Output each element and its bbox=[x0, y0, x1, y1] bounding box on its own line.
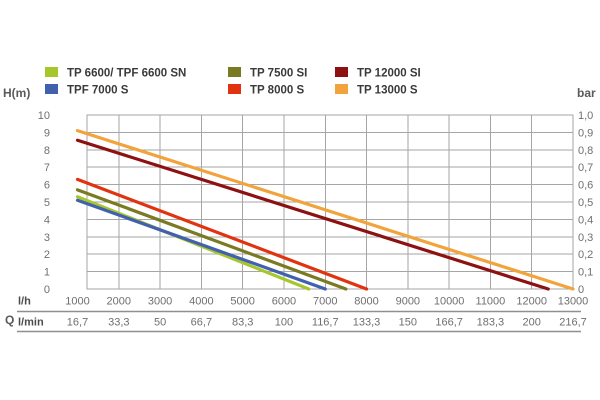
legend-item: TP 6600/ TPF 6600 SN bbox=[45, 67, 186, 80]
flow-lmin-value: 83,3 bbox=[232, 317, 253, 329]
flow-lh-value: 10000 bbox=[434, 296, 465, 308]
series-line-tp-13000-s bbox=[75, 129, 575, 291]
legend-item: TP 7500 SI bbox=[228, 67, 307, 80]
left-axis-tick: 10 bbox=[38, 110, 50, 122]
left-axis-tick: 7 bbox=[44, 162, 50, 174]
flow-lh-value: 5000 bbox=[230, 296, 254, 308]
legend-label: TP 6600/ TPF 6600 SN bbox=[67, 68, 186, 80]
flow-lmin-value: 66,7 bbox=[191, 317, 212, 329]
flow-lh-value: 2000 bbox=[107, 296, 131, 308]
legend-item: TP 12000 SI bbox=[335, 67, 421, 80]
flow-lh-value: 11000 bbox=[476, 296, 506, 308]
left-axis-unit-label: H(m) bbox=[3, 86, 30, 100]
flow-lh-row: 1000 2000 3000 4000 5000 6000 7000 8000 9000 1000… bbox=[65, 296, 588, 308]
right-axis-tick: 0,2 bbox=[578, 249, 593, 261]
flow-lh-value: 8000 bbox=[354, 296, 378, 308]
flow-axis-label: Q bbox=[5, 313, 14, 327]
legend-label: TP 8000 S bbox=[250, 85, 304, 97]
flow-lh-value: 12000 bbox=[516, 296, 547, 308]
right-axis-unit-label: bar bbox=[577, 86, 596, 100]
legend-swatch bbox=[335, 67, 348, 77]
series-line-tp-12000-si bbox=[75, 138, 550, 291]
legend-item: TPF 7000 S bbox=[45, 84, 129, 97]
flow-lh-value: 1000 bbox=[65, 296, 89, 308]
flow-lmin-value: 166,7 bbox=[435, 317, 463, 329]
grid-layer bbox=[86, 114, 574, 290]
flow-unit-lmin-label: l/min bbox=[18, 317, 44, 329]
left-axis-tick: 5 bbox=[44, 197, 50, 209]
right-axis-tick: 0,3 bbox=[578, 232, 593, 244]
legend-swatch bbox=[228, 67, 241, 77]
flow-lh-value: 13000 bbox=[558, 296, 589, 308]
right-axis-tick: 1,0 bbox=[578, 110, 593, 122]
legend-label: TP 13000 S bbox=[357, 85, 418, 97]
left-axis-tick: 2 bbox=[44, 249, 50, 261]
right-axis-ticks: 1,0 0,9 0,8 0,7 0,6 0,5 0,4 0,3 0,2 0,1 0 bbox=[578, 110, 593, 296]
series-line-tp-8000-s bbox=[75, 177, 369, 291]
left-axis-tick: 6 bbox=[44, 180, 50, 192]
flow-unit-lh-label: l/h bbox=[18, 296, 31, 308]
legend-label: TP 7500 SI bbox=[250, 68, 307, 80]
flow-lh-value: 4000 bbox=[189, 296, 213, 308]
left-axis-tick: 8 bbox=[44, 145, 50, 157]
right-axis-tick: 0,6 bbox=[578, 180, 593, 192]
flow-lmin-value: 150 bbox=[399, 317, 417, 329]
right-axis-tick: 0,9 bbox=[578, 127, 593, 139]
flow-lmin-value: 100 bbox=[275, 317, 293, 329]
flow-lh-value: 7000 bbox=[313, 296, 337, 308]
flow-lmin-value: 33,3 bbox=[108, 317, 129, 329]
flow-lh-value: 9000 bbox=[396, 296, 420, 308]
right-axis-tick: 0,5 bbox=[578, 197, 593, 209]
series-layer bbox=[75, 129, 575, 291]
flow-lh-value: 3000 bbox=[148, 296, 172, 308]
series-line-tpf-7000-s bbox=[75, 198, 327, 291]
flow-lmin-value: 116,7 bbox=[312, 317, 339, 329]
legend-item: TP 13000 S bbox=[335, 84, 418, 97]
flow-lmin-value: 216,7 bbox=[559, 317, 587, 329]
right-axis-tick: 0,4 bbox=[578, 214, 593, 226]
flow-lmin-value: 183,3 bbox=[477, 317, 505, 329]
flow-lmin-value: 200 bbox=[523, 317, 541, 329]
legend: TP 6600/ TPF 6600 SN TPF 7000 S TP 7500 SI… bbox=[45, 67, 421, 97]
flow-lh-value: 6000 bbox=[272, 296, 296, 308]
legend-swatch bbox=[228, 84, 241, 94]
right-axis-tick: 0,7 bbox=[578, 162, 593, 174]
right-axis-tick: 0,1 bbox=[578, 267, 593, 279]
flow-lmin-row: 16,7 33,3 50 66,7 83,3 100 116,7 133,3 150 166,7 1… bbox=[67, 317, 587, 329]
right-axis-tick: 0 bbox=[578, 284, 584, 296]
right-axis-tick: 0,8 bbox=[578, 145, 593, 157]
left-axis-tick: 1 bbox=[44, 267, 50, 279]
left-axis-tick: 4 bbox=[44, 214, 50, 226]
legend-swatch bbox=[45, 84, 58, 94]
flow-lmin-value: 50 bbox=[154, 317, 166, 329]
left-axis-tick: 9 bbox=[44, 127, 50, 139]
legend-swatch bbox=[335, 84, 348, 94]
flow-lmin-value: 133,3 bbox=[353, 317, 381, 329]
left-axis-tick: 3 bbox=[44, 232, 50, 244]
series-line-tp-7500-si bbox=[75, 188, 348, 291]
legend-swatch bbox=[45, 67, 58, 77]
left-axis-tick: 0 bbox=[44, 284, 50, 296]
legend-label: TP 12000 SI bbox=[357, 68, 421, 80]
legend-item: TP 8000 S bbox=[228, 84, 304, 97]
legend-label: TPF 7000 S bbox=[67, 85, 129, 97]
flow-lmin-value: 16,7 bbox=[67, 317, 88, 329]
